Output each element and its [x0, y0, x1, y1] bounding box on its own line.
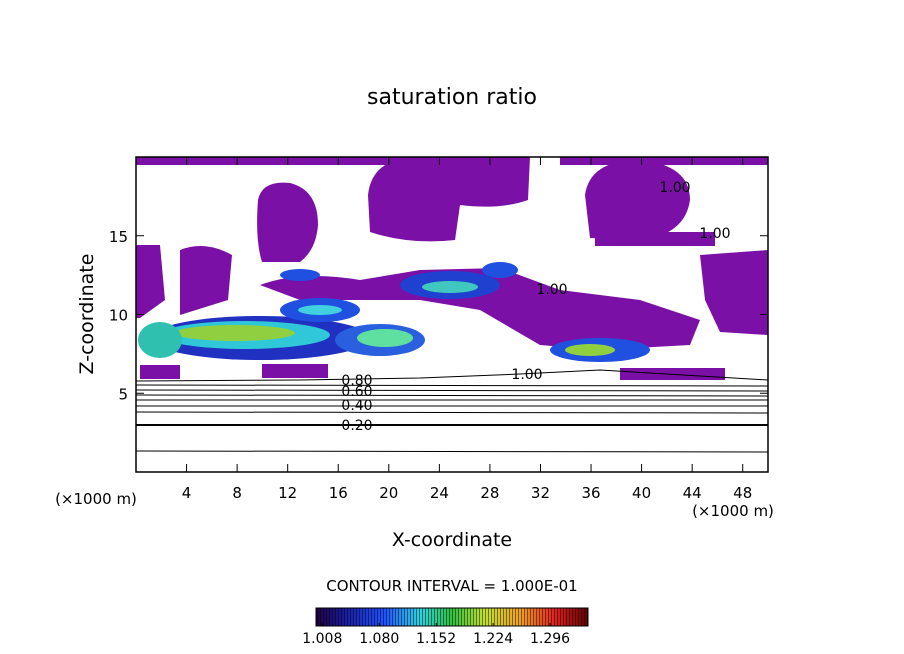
x-axis-label: X-coordinate [392, 529, 512, 551]
y-tick-label: 10 [109, 307, 128, 325]
contour-label: 0.20 [341, 418, 372, 434]
x-tick-label: 8 [232, 484, 242, 502]
x-tick-label: 40 [632, 484, 651, 502]
colorbar-tick-label: 1.296 [530, 631, 570, 647]
contour-label: 1.00 [536, 282, 567, 298]
contour-label: 0.80 [341, 373, 372, 389]
contour-label: 0.60 [341, 384, 372, 400]
y-axis-label: Z-coordinate [76, 254, 98, 375]
contour-label: 1.00 [699, 226, 730, 242]
chart-title: saturation ratio [367, 85, 537, 110]
x-tick-label: 28 [480, 484, 499, 502]
contour-lines [136, 369, 768, 453]
x-tick-label: 20 [379, 484, 398, 502]
y-tick-label: 15 [109, 228, 128, 246]
contour-label: 1.00 [511, 367, 542, 383]
x-tick-label: 16 [329, 484, 348, 502]
colorbar-tick-label: 1.152 [416, 631, 456, 647]
y-tick-label: 5 [118, 385, 128, 403]
x-tick-label: 12 [278, 484, 297, 502]
colorbar-tick-label: 1.008 [302, 631, 342, 647]
x-tick-label: 36 [581, 484, 600, 502]
x-tick-label: 32 [531, 484, 550, 502]
contour-label: 1.00 [659, 180, 690, 196]
colorbar-frame [315, 607, 589, 627]
colorbar-tick-label: 1.080 [359, 631, 399, 647]
y-unit-label: (×1000 m) [55, 490, 137, 508]
x-unit-label: (×1000 m) [692, 502, 774, 520]
x-tick-label: 44 [683, 484, 702, 502]
x-tick-label: 48 [733, 484, 752, 502]
field [136, 157, 768, 453]
colorbar-stripes [316, 608, 588, 626]
contour-label: 0.40 [341, 398, 372, 414]
supersaturated-region [136, 157, 768, 380]
x-tick-label: 24 [430, 484, 449, 502]
colorbar-tick-label: 1.224 [473, 631, 513, 647]
x-tick-label: 4 [182, 484, 192, 502]
contour-interval: CONTOUR INTERVAL = 1.000E-01 [326, 577, 577, 595]
colored-band [138, 262, 650, 362]
